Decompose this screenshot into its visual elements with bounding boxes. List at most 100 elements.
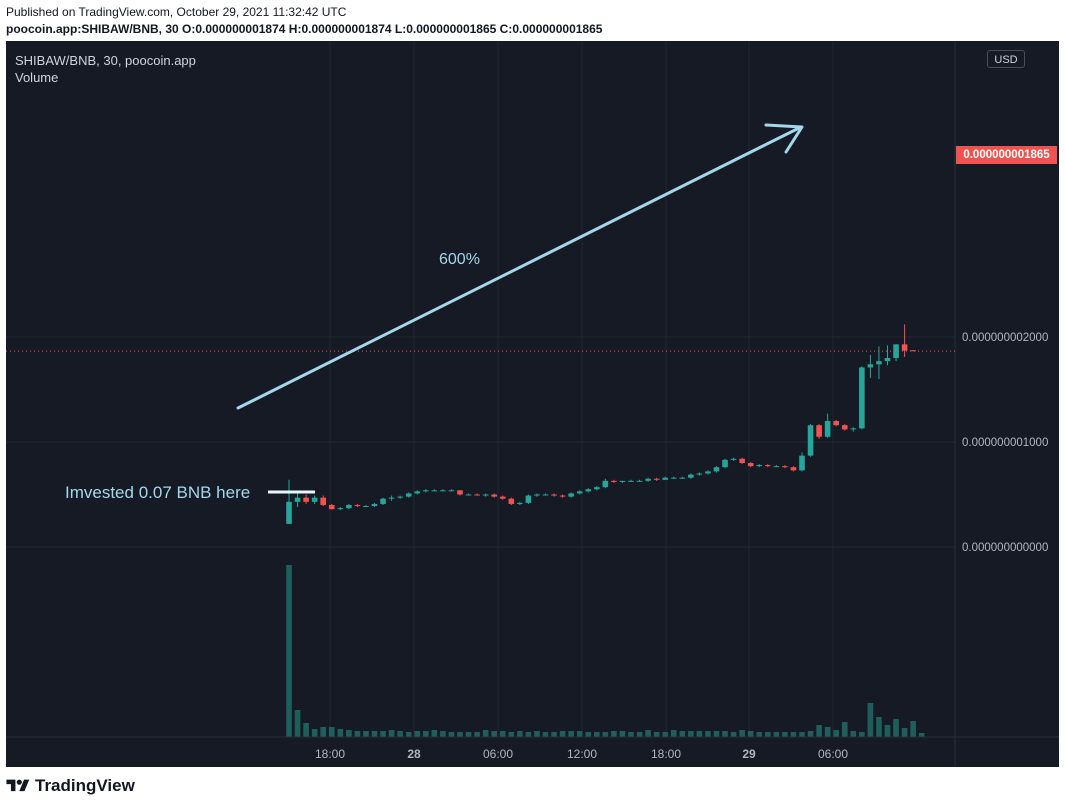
volume-bar xyxy=(508,732,515,737)
volume-bar xyxy=(405,732,412,737)
candle-body xyxy=(388,497,395,499)
ohlc-low-label: L: xyxy=(394,22,407,36)
candle-body xyxy=(705,471,711,474)
ohlc-high-label: H: xyxy=(288,22,302,36)
candle-body xyxy=(773,466,780,468)
candle-body xyxy=(901,344,908,351)
volume-bar xyxy=(850,731,857,737)
candle-body xyxy=(320,497,326,505)
volume-bar xyxy=(876,717,882,737)
time-tick-label: 12:00 xyxy=(567,747,597,761)
candle-body xyxy=(670,477,677,479)
candle-body xyxy=(790,467,797,471)
ohlc-open-value: 0.000000001874 xyxy=(195,22,286,36)
publication-info: Published on TradingView.com, October 29… xyxy=(6,5,347,19)
ohlc-open-label: O: xyxy=(182,22,196,36)
candle-body xyxy=(294,497,301,502)
volume-bar xyxy=(585,732,592,737)
volume-bar xyxy=(841,722,848,737)
candle-body xyxy=(696,473,703,475)
volume-bar xyxy=(431,730,438,737)
candle-body xyxy=(328,505,335,510)
tradingview-logo[interactable]: TradingView xyxy=(6,776,135,796)
volume-bar xyxy=(303,723,309,737)
footer: TradingView xyxy=(0,767,1065,804)
candle-body xyxy=(876,361,882,365)
volume-bar xyxy=(602,732,609,737)
volume-bar xyxy=(414,731,421,737)
candlestick-series xyxy=(286,324,916,524)
time-tick-label: 06:00 xyxy=(483,747,513,761)
volume-bar xyxy=(457,732,463,737)
volume-bar xyxy=(448,732,455,737)
candle-body xyxy=(799,455,805,471)
ohlc-symbol: poocoin.app:SHIBAW/BNB, 30 xyxy=(6,22,179,36)
volume-bar xyxy=(670,730,677,737)
candle-body xyxy=(363,506,369,508)
gain-label: 600% xyxy=(439,251,480,268)
volume-bar xyxy=(474,732,480,737)
volume-bar xyxy=(747,731,754,737)
volume-bar xyxy=(534,731,540,737)
volume-bar xyxy=(901,728,908,737)
volume-bar xyxy=(491,731,497,737)
candle-body xyxy=(525,495,532,503)
candle-body xyxy=(457,490,463,495)
volume-bar xyxy=(859,732,865,737)
candle-body xyxy=(782,466,788,468)
candle-body xyxy=(346,505,352,509)
volume-bar xyxy=(594,732,600,737)
volume-bar xyxy=(568,731,574,737)
volume-bar xyxy=(782,732,788,737)
candle-body xyxy=(765,465,771,467)
gain-arrow-line xyxy=(236,125,803,410)
time-tick-label: 28 xyxy=(407,747,421,761)
volume-bar xyxy=(730,732,737,737)
time-tick-label: 18:00 xyxy=(651,747,681,761)
candle-body xyxy=(551,494,557,496)
chart-area[interactable]: 0.000000002000 0.000000001000 0.0000000000… xyxy=(6,41,1059,767)
candle-body xyxy=(491,494,497,497)
volume-bar xyxy=(765,732,771,737)
volume-bar xyxy=(482,730,489,737)
candle-body xyxy=(337,508,344,510)
volume-bar xyxy=(337,729,344,737)
candle-body xyxy=(354,505,361,507)
candle-body xyxy=(474,494,480,496)
time-tick-label: 18:00 xyxy=(315,747,345,761)
candle-body xyxy=(645,478,651,481)
volume-bar xyxy=(440,731,446,737)
candle-body xyxy=(816,425,822,437)
candle-body xyxy=(756,465,763,467)
time-tick-label: 06:00 xyxy=(818,747,848,761)
candle-body xyxy=(380,498,386,504)
candle-body xyxy=(859,367,865,429)
volume-bar xyxy=(371,731,378,737)
candle-body xyxy=(414,491,421,494)
price-tick-label: 0.000000001000 xyxy=(962,437,1048,449)
volume-bar xyxy=(346,730,352,737)
volume-bar xyxy=(713,731,720,737)
volume-bar xyxy=(884,725,891,737)
volume-bar xyxy=(628,732,634,737)
volume-bar xyxy=(636,732,643,737)
candle-body xyxy=(884,358,891,362)
currency-button[interactable]: USD xyxy=(987,50,1025,68)
annotations: 600% Imvested 0.07 BNB here xyxy=(65,123,804,502)
chart-canvas[interactable]: 0.000000002000 0.000000001000 0.0000000000… xyxy=(6,41,1059,767)
candle-body xyxy=(807,425,814,456)
candle-body xyxy=(713,467,720,472)
candle-body xyxy=(636,480,643,482)
ohlc-close-label: C: xyxy=(499,22,513,36)
volume-bar xyxy=(790,732,797,737)
volume-bar xyxy=(739,730,745,737)
candle-body xyxy=(653,478,660,480)
candle-body xyxy=(517,502,523,504)
grid-lines xyxy=(6,41,955,737)
volume-bar xyxy=(619,731,626,737)
price-tick-label: 0.000000002000 xyxy=(962,332,1048,344)
volume-bar xyxy=(773,732,780,737)
volume-bar xyxy=(423,731,429,737)
candle-body xyxy=(841,425,848,430)
tradingview-logo-icon xyxy=(6,779,30,792)
